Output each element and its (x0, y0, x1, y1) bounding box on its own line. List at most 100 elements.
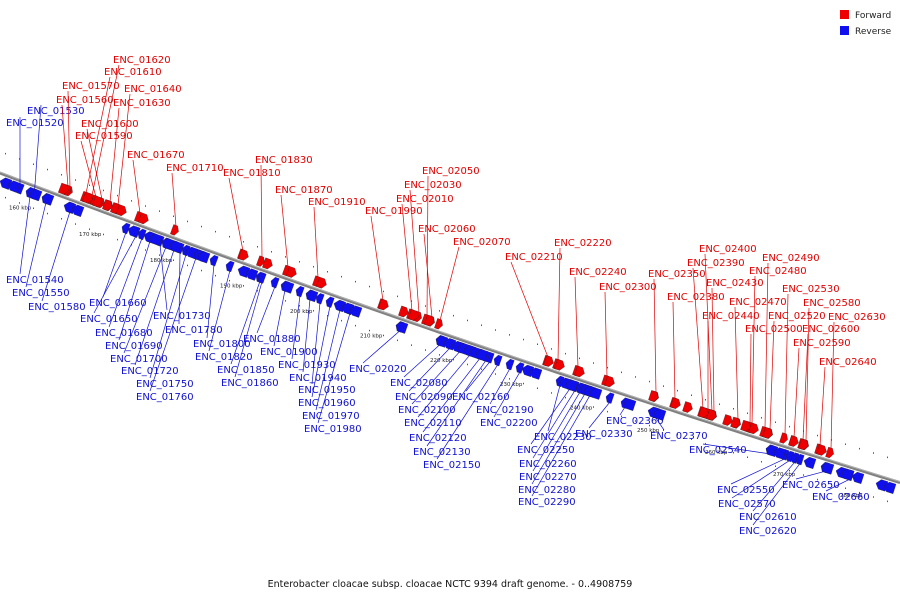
tick-dot (89, 228, 90, 230)
scale-tick-label: 160 kbp (9, 205, 32, 211)
reverse-gene-label: ENC_02650 (782, 480, 840, 491)
tick-dot (299, 261, 300, 263)
tick-dot (411, 344, 412, 346)
reverse-gene-leader (752, 461, 796, 512)
forward-gene-leader (117, 93, 131, 206)
tick-dot (47, 168, 48, 171)
forward-gene-label: ENC_02430 (706, 278, 764, 289)
reverse-gene-label: ENC_01550 (12, 288, 70, 299)
forward-gene-label: ENC_02240 (569, 267, 627, 278)
tick-dot (775, 465, 776, 467)
scale-tick-label: 280 kbp (840, 493, 863, 499)
reverse-gene-label: ENC_01700 (110, 354, 168, 365)
forward-gene (398, 305, 409, 318)
tick-dot (285, 256, 286, 258)
forward-gene-leader (370, 215, 384, 301)
forward-gene-label: ENC_01600 (81, 119, 139, 130)
forward-gene-label: ENC_02050 (422, 166, 480, 177)
reverse-gene-leader (19, 196, 31, 275)
reverse-gene-label: ENC_02540 (689, 445, 747, 456)
forward-gene (543, 355, 554, 367)
tick-dot (705, 399, 706, 401)
tick-dot (383, 290, 384, 293)
forward-gene-label: ENC_02490 (762, 253, 820, 264)
reverse-gene-leader (417, 354, 471, 418)
tick-dot (495, 329, 496, 331)
forward-gene-leader (280, 194, 289, 268)
tick-dot (593, 406, 594, 408)
reverse-gene-label: ENC_01940 (289, 373, 347, 384)
tick-dot (327, 271, 328, 273)
forward-gene-label: ENC_02070 (453, 237, 511, 248)
tick-dot (509, 378, 510, 380)
forward-gene-label: ENC_02400 (699, 244, 757, 255)
tick-dot (159, 254, 160, 256)
forward-gene (788, 435, 799, 447)
forward-gene (138, 212, 149, 225)
tick-dot (649, 380, 650, 383)
reverse-gene-label: ENC_01760 (136, 392, 194, 403)
reverse-gene (29, 188, 43, 202)
legend: Forward Reverse (840, 10, 892, 37)
reverse-gene-leader (178, 252, 181, 325)
reverse-gene (349, 305, 363, 318)
reverse-gene-leader (273, 290, 286, 347)
reverse-gene-label: ENC_01690 (105, 341, 163, 352)
forward-gene-label: ENC_01670 (127, 150, 185, 161)
forward-gene-leader (830, 321, 835, 450)
reverse-gene (565, 379, 579, 392)
forward-gene-leader (228, 177, 244, 252)
reverse-gene-leader (311, 305, 331, 398)
tick-dot (817, 434, 818, 437)
tick-dot (551, 392, 552, 394)
forward-gene (604, 375, 615, 388)
reverse-gene-label: ENC_01960 (298, 398, 356, 409)
scale-tick-label: 260 kbp (705, 450, 728, 456)
tick-dot (341, 319, 342, 322)
reverse-gene-label: ENC_02270 (519, 472, 577, 483)
tick-dot (887, 500, 888, 503)
tick-dot (341, 275, 342, 278)
forward-gene-label: ENC_02030 (404, 180, 462, 191)
tick-dot (103, 233, 104, 236)
legend-forward-swatch (840, 10, 849, 19)
tick-dot (537, 387, 538, 389)
forward-gene-leader (557, 247, 561, 361)
forward-gene (116, 204, 127, 217)
forward-gene-label: ENC_01830 (255, 155, 313, 166)
reverse-gene-leader (93, 235, 137, 314)
reverse-gene (475, 349, 489, 362)
reverse-gene-label: ENC_02550 (717, 485, 775, 496)
forward-gene-leader (109, 107, 120, 203)
tick-dot (187, 220, 188, 223)
reverse-gene (653, 408, 667, 421)
tick-dot (243, 285, 244, 287)
reverse-gene (295, 286, 305, 298)
reverse-gene-label: ENC_01850 (217, 365, 275, 376)
forward-gene-label: ENC_02300 (599, 282, 657, 293)
reverse-gene-leader (422, 357, 481, 433)
reverse-gene (623, 398, 637, 411)
tick-dot (453, 314, 454, 317)
reverse-gene-leader (315, 309, 341, 411)
tick-dot (327, 315, 328, 317)
tick-dot (831, 483, 832, 485)
reverse-gene-label: ENC_02660 (812, 492, 870, 503)
forward-gene (670, 397, 681, 409)
forward-gene-label: ENC_01560 (56, 95, 114, 106)
forward-gene-label: ENC_02640 (819, 357, 877, 368)
scale-tick-label: 210 kbp (360, 334, 383, 340)
forward-gene-leader (426, 175, 429, 317)
forward-gene-label: ENC_02630 (828, 312, 886, 323)
reverse-gene-leader (493, 371, 521, 418)
tick-dot (565, 352, 566, 355)
tick-dot (61, 174, 62, 176)
legend-reverse-swatch (840, 26, 849, 35)
reverse-gene (127, 225, 141, 238)
reverse-gene-leader (619, 406, 626, 416)
reverse-gene-leader (752, 463, 801, 526)
reverse-gene-leader (311, 302, 321, 385)
forward-gene (424, 314, 435, 327)
tick-dot (243, 241, 244, 243)
tick-dot (313, 266, 314, 268)
